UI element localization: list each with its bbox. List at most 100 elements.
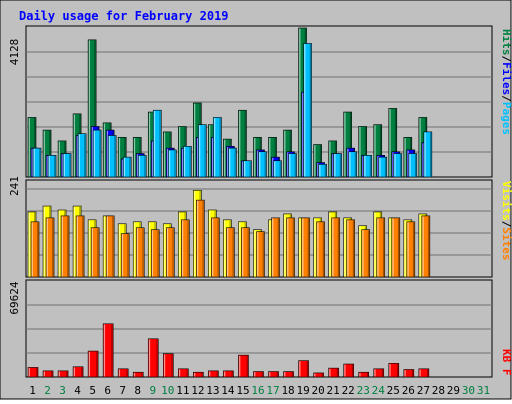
bar-sites-day-19 bbox=[301, 217, 310, 278]
bar-sites-day-16 bbox=[256, 231, 265, 278]
day-label: 1 bbox=[29, 384, 36, 397]
day-label: 18 bbox=[281, 384, 294, 397]
bar-pages-day-19 bbox=[303, 43, 312, 178]
day-label: 6 bbox=[104, 384, 111, 397]
bar-pages-day-15 bbox=[243, 160, 252, 178]
bar-kb-f-day-7 bbox=[117, 368, 129, 378]
bar-pages-day-11 bbox=[183, 146, 192, 178]
bar-pages-day-1 bbox=[32, 147, 42, 178]
day-label: 16 bbox=[251, 384, 264, 397]
bar-kb-f-day-3 bbox=[57, 370, 69, 378]
bar-kb-f-day-13 bbox=[208, 370, 219, 378]
bar-kb-f-day-2 bbox=[42, 370, 54, 378]
day-label: 9 bbox=[149, 384, 156, 397]
day-label: 27 bbox=[417, 384, 430, 397]
bar-sites-day-14 bbox=[226, 227, 235, 278]
day-label: 31 bbox=[477, 384, 490, 397]
panel-kbytes bbox=[25, 279, 493, 378]
legend-kbytes: KB F bbox=[500, 349, 512, 376]
bar-sites-day-11 bbox=[181, 219, 190, 278]
panel-hits-files-pages bbox=[25, 25, 493, 178]
bar-sites-day-1 bbox=[30, 221, 40, 278]
bar-pages-day-24 bbox=[378, 156, 388, 178]
day-label: 29 bbox=[447, 384, 460, 397]
bar-sites-day-12 bbox=[196, 199, 205, 278]
bar-kb-f-day-1 bbox=[27, 367, 39, 378]
bar-pages-day-20 bbox=[318, 164, 327, 178]
kbytes-panel-legend: KB F bbox=[500, 349, 512, 376]
bar-sites-day-2 bbox=[45, 217, 55, 278]
bar-kb-f-day-26 bbox=[403, 369, 415, 378]
day-label: 24 bbox=[372, 384, 386, 397]
hits-panel-ymax-label: 4128 bbox=[8, 39, 21, 66]
visits-panel-ymax-label: 241 bbox=[8, 176, 21, 196]
bar-pages-day-8 bbox=[137, 155, 147, 178]
bar-kb-f-day-24 bbox=[373, 368, 385, 378]
day-label: 21 bbox=[327, 384, 340, 397]
bar-kb-f-day-22 bbox=[343, 363, 354, 378]
bar-pages-day-16 bbox=[258, 151, 267, 178]
day-label: 22 bbox=[342, 384, 355, 397]
legend-separator: / bbox=[500, 95, 512, 102]
bar-sites-day-3 bbox=[60, 215, 70, 278]
bar-kb-f-day-17 bbox=[268, 371, 279, 378]
day-label: 5 bbox=[89, 384, 96, 397]
hits-panel-legend: Hits/Files/Pages bbox=[500, 29, 512, 135]
bar-pages-day-14 bbox=[228, 147, 237, 178]
bar-kb-f-day-15 bbox=[238, 354, 249, 378]
bar-pages-day-2 bbox=[47, 155, 57, 178]
bar-sites-day-7 bbox=[120, 233, 130, 278]
bar-sites-day-21 bbox=[331, 217, 340, 278]
legend-hits: Hits bbox=[500, 29, 512, 56]
bar-kb-f-day-25 bbox=[388, 363, 400, 378]
day-label: 30 bbox=[462, 384, 475, 397]
bar-kb-f-day-18 bbox=[283, 371, 294, 378]
day-label: 19 bbox=[296, 384, 309, 397]
graph-title: Daily usage for February 2019 bbox=[19, 9, 229, 23]
bar-kb-f-day-16 bbox=[253, 371, 264, 378]
legend-visits: Visits bbox=[500, 181, 512, 221]
day-label: 28 bbox=[432, 384, 445, 397]
bar-sites-day-4 bbox=[75, 215, 85, 278]
day-label: 2 bbox=[44, 384, 51, 397]
bar-sites-day-24 bbox=[376, 217, 386, 278]
day-label: 12 bbox=[191, 384, 204, 397]
bar-kb-f-day-27 bbox=[418, 368, 430, 378]
day-label: 23 bbox=[357, 384, 370, 397]
bar-kb-f-day-11 bbox=[178, 368, 189, 378]
day-label: 3 bbox=[59, 384, 66, 397]
bar-kb-f-day-4 bbox=[72, 366, 84, 378]
bar-kb-f-day-6 bbox=[102, 323, 114, 378]
bar-kb-f-day-19 bbox=[298, 360, 309, 378]
day-label: 7 bbox=[119, 384, 126, 397]
legend-files: Files bbox=[500, 62, 512, 95]
bar-kb-f-day-23 bbox=[358, 371, 370, 378]
day-label: 13 bbox=[206, 384, 219, 397]
day-label: 14 bbox=[221, 384, 235, 397]
day-labels: 1 2 3 4 5 6 7 8 9 10 11 12 13 14 15 16 17 18 19 20 21 22 23 24 2… bbox=[29, 384, 490, 397]
legend-sites: Sites bbox=[500, 227, 512, 260]
bar-pages-day-21 bbox=[333, 153, 342, 178]
day-label: 25 bbox=[387, 384, 400, 397]
bar-pages-day-6 bbox=[107, 135, 117, 178]
day-label: 10 bbox=[161, 384, 174, 397]
bar-pages-day-9 bbox=[152, 109, 162, 178]
day-label: 15 bbox=[236, 384, 249, 397]
bar-kb-f-day-21 bbox=[328, 367, 339, 378]
bar-kb-f-day-9 bbox=[147, 338, 159, 378]
bar-sites-day-26 bbox=[406, 221, 416, 278]
bar-sites-day-15 bbox=[241, 227, 250, 278]
bar-pages-day-18 bbox=[288, 153, 297, 178]
bar-pages-day-12 bbox=[198, 124, 207, 178]
bar-sites-day-20 bbox=[316, 221, 325, 278]
bar-pages-day-10 bbox=[167, 149, 177, 178]
bar-pages-day-3 bbox=[62, 153, 72, 178]
bar-kb-f-day-8 bbox=[132, 371, 144, 378]
day-label: 20 bbox=[312, 384, 325, 397]
bar-pages-day-26 bbox=[408, 153, 418, 178]
day-label: 17 bbox=[266, 384, 279, 397]
svg-text:Visits/Sites: Visits/Sites bbox=[500, 181, 512, 261]
kbytes-panel-ymax-label: 69624 bbox=[8, 281, 21, 314]
